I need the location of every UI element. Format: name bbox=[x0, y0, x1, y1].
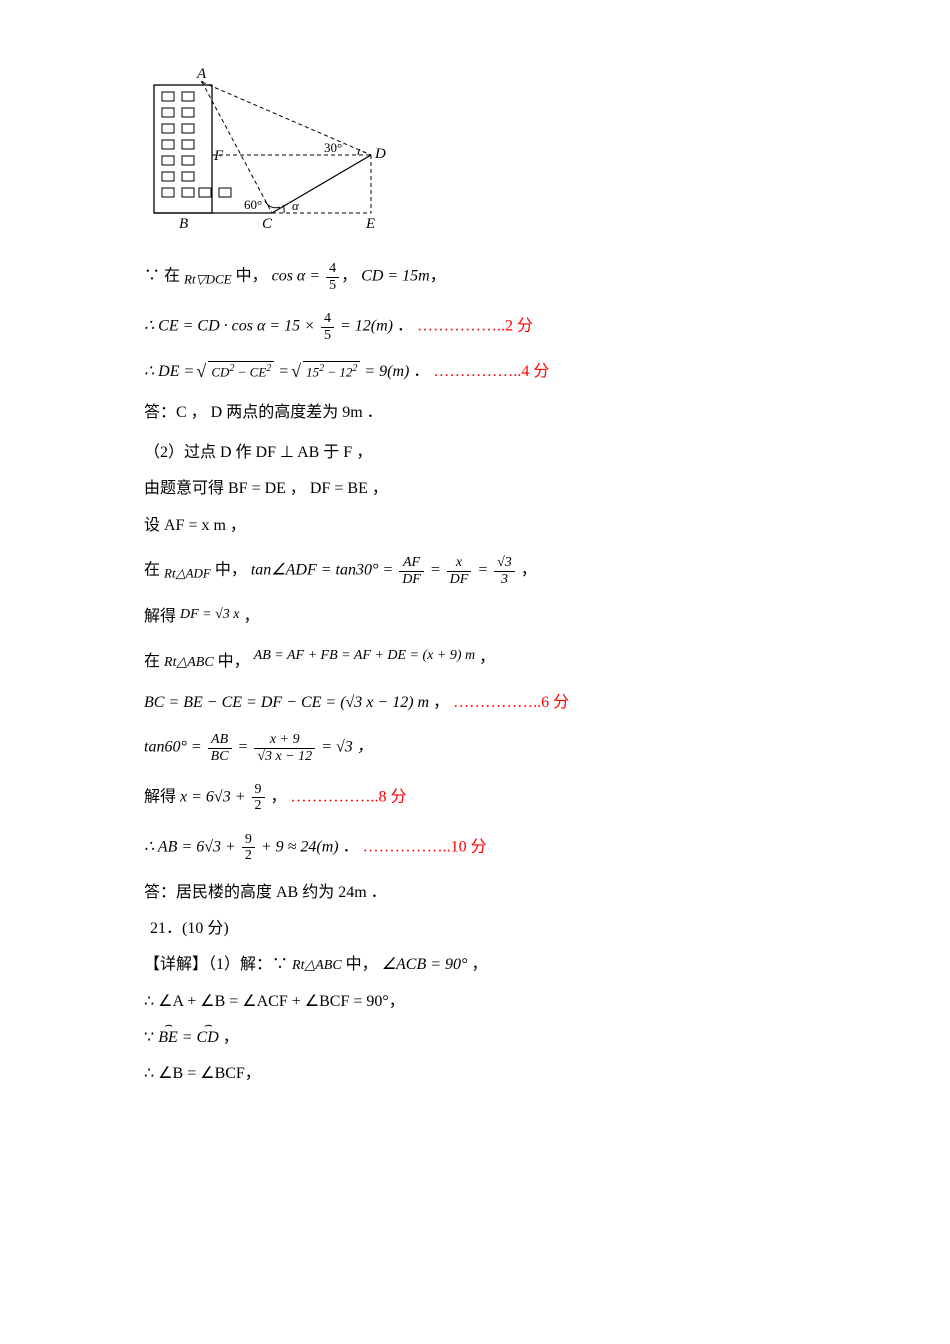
step-let-af: 设 AF = x m ， bbox=[144, 515, 810, 537]
q21-heading: 21．(10 分) bbox=[150, 918, 810, 940]
step-2: ∴ CE = CD · cos α = 15 × 45 = 12(m) ． ……… bbox=[144, 311, 810, 343]
step-bf-de: 由题意可得 BF = DE ， DF = BE ， bbox=[144, 478, 810, 500]
step-tan60: tan60° = ABBC = x + 9√3 x − 12 = √3 ， bbox=[144, 732, 810, 764]
label-D: D bbox=[374, 146, 386, 162]
step-tan-adf: 在 Rt△ADF 中， tan∠ADF = tan30° = AFDF = xD… bbox=[144, 555, 810, 587]
label-A: A bbox=[196, 66, 207, 82]
q21-angles: ∴ ∠A + ∠B = ∠ACF + ∠BCF = 90°， bbox=[144, 991, 810, 1013]
geometry-diagram: A B C E D F 60° bbox=[144, 60, 810, 237]
angle-60: 60° bbox=[244, 197, 262, 212]
answer-1: 答：C ， D 两点的高度差为 9m ． bbox=[144, 402, 810, 424]
q21-detail-1: 【详解】（1）解：∵ Rt△ABC 中， ∠ACB = 90° ， bbox=[144, 954, 810, 976]
label-F: F bbox=[213, 148, 224, 164]
step-3: ∴ DE = CD2 − CE2 = 152 − 122 = 9(m) ． ……… bbox=[144, 361, 810, 384]
angle-30: 30° bbox=[324, 140, 342, 155]
step-1: ∵ 在 Rt▽DCE 中， cos α = 45， CD = 15m， bbox=[144, 261, 810, 293]
part-2-intro: （2）过点 D 作 DF ⊥ AB 于 F ， bbox=[144, 442, 810, 464]
label-C: C bbox=[262, 216, 273, 230]
angle-alpha: α bbox=[292, 198, 300, 213]
step-solve-df: 解得 DF = √3 x ， bbox=[144, 605, 810, 628]
step-bc: BC = BE − CE = DF − CE = (√3 x − 12) m ，… bbox=[144, 692, 810, 714]
step-ab-final: ∴ AB = 6√3 + 92 + 9 ≈ 24(m) ． ……………..10 … bbox=[144, 832, 810, 864]
q21-arcs: ∵ BE = CD ， bbox=[144, 1027, 810, 1049]
label-B: B bbox=[179, 216, 188, 230]
step-solve-x: 解得 x = 6√3 + 92 ， ……………..8 分 bbox=[144, 782, 810, 814]
q21-conclusion: ∴ ∠B = ∠BCF， bbox=[144, 1063, 810, 1085]
answer-2: 答：居民楼的高度 AB 约为 24m ． bbox=[144, 882, 810, 904]
label-E: E bbox=[365, 216, 375, 230]
step-ab: 在 Rt△ABC 中， AB = AF + FB = AF + DE = (x … bbox=[144, 646, 810, 673]
